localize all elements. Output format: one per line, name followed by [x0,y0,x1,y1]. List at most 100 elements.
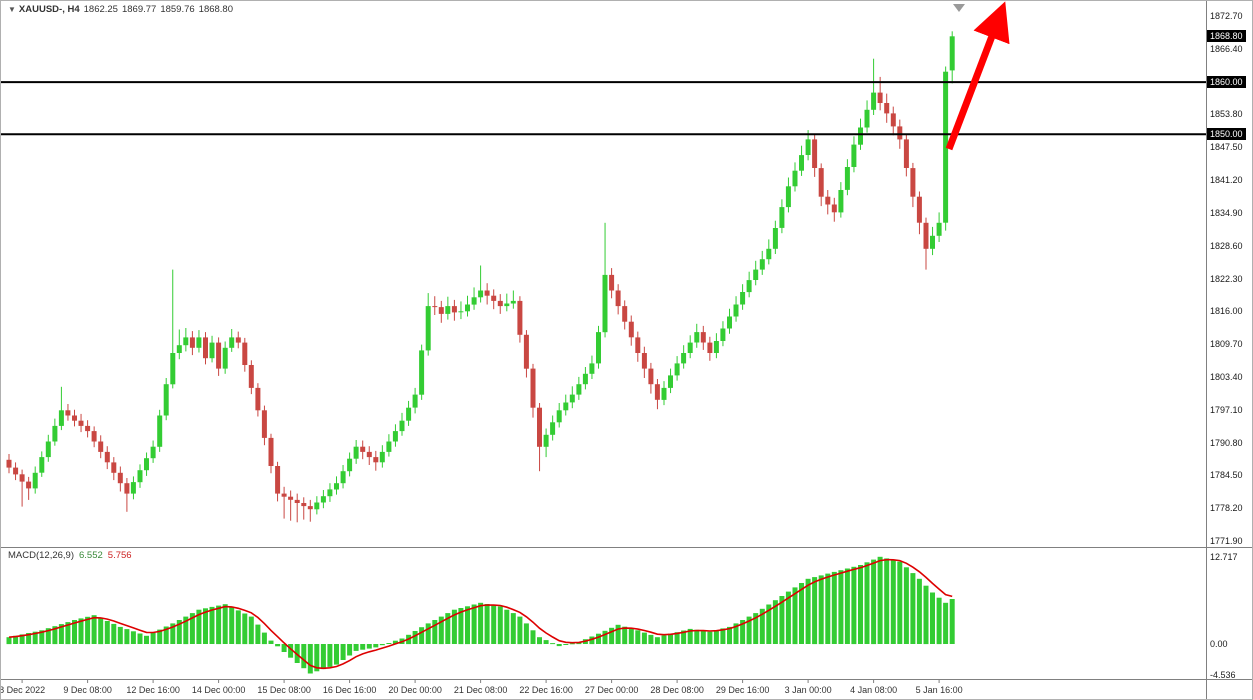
macd-bar [307,644,313,674]
candle-body [589,363,595,374]
macd-bar [779,596,785,645]
candle-body [537,407,542,447]
candle-body [785,186,791,208]
macd-bar [419,627,425,644]
macd-bar [569,643,575,645]
macd-bar [694,629,700,644]
candle-body [144,458,149,471]
candle-body [759,259,765,270]
macd-bar [301,644,307,669]
candle-body [727,316,732,329]
candle-body [163,384,169,416]
candle-body [248,365,254,388]
macd-bar [523,623,529,644]
macd-bar [26,633,32,644]
candle-body [307,506,313,510]
candle-body [301,503,307,507]
macd-bar [6,637,12,645]
candle-body [85,425,91,432]
macd-bar [491,605,497,644]
macd-bar [936,597,942,645]
candle-body [209,342,215,359]
candle-body [314,502,320,510]
candle-body [392,431,398,442]
macd-bar [805,578,811,644]
macd-bar [85,616,91,645]
macd-bar [563,644,569,645]
trend-arrow-annotation[interactable] [945,1,1010,151]
candle-body [117,472,123,484]
macd-bar [785,591,791,644]
candle-body [576,384,582,395]
macd-bar [897,561,903,644]
candle-body [884,103,890,114]
candle-body [406,407,412,421]
candle-body [622,306,628,322]
candle-body [484,290,490,296]
symbol-title[interactable]: ▼ XAUUSD-, H4 1862.25 1869.77 1859.76 1868.80 [8,4,237,15]
macd-bar [681,630,687,644]
macd-bar [360,644,366,650]
macd-bar [78,618,84,644]
macd-bar [550,643,556,645]
macd-bar [792,587,798,645]
macd-bar [91,615,97,644]
macd-bar [648,634,654,644]
macd-bar [478,602,484,644]
macd-bar [753,613,759,644]
macd-bar [52,626,58,645]
macd-bar [517,616,523,645]
macd-bar [425,623,431,644]
candles [6,31,955,523]
candle-body [196,337,202,348]
macd-bar [504,609,510,644]
candle-body [255,387,261,411]
candle-body [596,332,601,364]
macd-bar [334,644,339,665]
candle-body [458,311,464,313]
candle-body [111,462,117,473]
macd-bar [641,632,647,645]
macd-bar [871,559,877,645]
macd-bar [707,631,713,645]
macd-bar [831,571,837,644]
macd-bar [838,570,844,644]
candle-body [930,235,935,249]
macd-bar [943,602,949,644]
macd-bar [353,644,359,651]
candle-body [327,489,333,497]
macd-bar [654,637,660,645]
candle-body [602,274,608,333]
candle-body [150,446,156,459]
macd-bar [117,626,123,645]
candle-body [772,228,778,249]
macd-bar [727,626,732,645]
candle-body [936,222,942,236]
symbol-label: XAUUSD-, H4 [18,4,80,15]
macd-bar [497,606,503,645]
candle-body [805,139,811,155]
macd-bar [916,578,922,644]
candle-body [465,304,470,312]
candle-body [451,306,457,313]
candle-body [170,353,176,385]
macd-bar [176,620,182,644]
candle-body [582,373,588,385]
macd-bar [733,623,739,644]
macd-bar [45,628,51,644]
candle-body [65,410,71,416]
symbol-dropdown-icon[interactable]: ▼ [8,5,16,14]
candle-body [379,451,385,463]
macd-bar [700,630,706,645]
candle-body [261,410,267,438]
macd-bar [458,608,464,645]
candle-body [523,334,529,369]
candle-body [275,466,281,494]
macd-bar [844,568,850,644]
macd-bar [484,604,490,644]
candle-body [510,300,516,304]
candle-body [386,441,392,452]
candle-body [91,431,97,442]
